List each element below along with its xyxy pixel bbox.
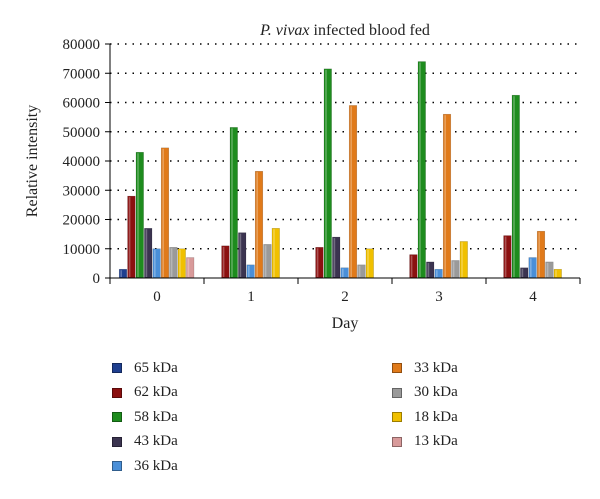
bar-highlight [316,248,319,277]
bar [511,94,520,279]
x-tick-labels: 0 1 2 3 4 [153,289,537,305]
bar-highlight [154,249,156,277]
y-tick-label: 80000 [63,37,101,53]
chart-title-italic: P. vivax [259,22,309,39]
y-tick-label: 40000 [63,154,101,170]
bar-highlight [504,236,507,277]
bar [254,170,264,279]
x-tick-label: 0 [153,289,161,305]
bar [118,268,128,279]
bar-highlight [273,229,275,277]
bar [186,257,195,279]
bar-highlight [248,265,250,277]
bar [417,61,426,279]
bar-highlight [538,232,540,277]
bar [127,195,136,279]
bar-highlight [162,148,164,277]
bar-highlight [222,246,225,277]
y-tick-label: 50000 [63,125,101,141]
bar [315,247,324,279]
axes [105,43,581,284]
y-tick-label: 60000 [63,96,101,112]
bar [528,257,537,279]
bar [340,267,349,279]
bar [451,260,460,279]
bar-highlight [350,106,352,277]
bar [221,245,230,279]
bar [271,228,280,279]
bar [238,232,247,279]
bar-highlight [128,197,131,277]
bar [503,235,512,279]
bar [442,113,452,279]
y-tick-label: 0 [93,271,101,287]
bar-highlight [513,96,515,277]
bar-highlight [555,270,557,277]
bar [553,268,562,279]
x-axis-label: Day [332,315,359,332]
y-axis-label: Relative intensity [24,105,41,217]
chart-title-rest: infected blood fed [310,22,430,39]
grid-lines [110,43,580,250]
bar-highlight [358,265,361,277]
bar-highlight [256,172,258,277]
x-tick-label: 3 [435,289,443,305]
bars [118,61,562,279]
bar-highlight [145,229,148,277]
bar-highlight [137,153,139,277]
bar [434,268,443,279]
bar [246,264,255,279]
bar-highlight [120,270,122,277]
bar [160,147,170,279]
bar-highlight [444,115,446,277]
chart-title: P. vivax infected blood fed [259,22,430,39]
bar [323,68,332,279]
bar-highlight [436,270,438,277]
bar-highlight [231,128,233,277]
bar-highlight [419,62,421,277]
bar-highlight [530,258,532,277]
x-tick-label: 4 [529,289,537,305]
bar [365,248,374,279]
bar-highlight [170,248,173,277]
bar [144,228,153,279]
bar-highlight [264,245,267,277]
bar-highlight [367,249,369,277]
bar-highlight [333,238,336,277]
y-tick-label: 10000 [63,242,101,258]
y-tick-label: 30000 [63,183,101,199]
x-tick-label: 2 [341,289,349,305]
bar [135,151,144,279]
bar-highlight [461,242,463,277]
bar-highlight [410,255,413,277]
bar [332,236,341,279]
bar [348,105,358,279]
bar-highlight [452,261,455,277]
bar [169,247,178,279]
bar [520,267,529,279]
y-tick-label: 70000 [63,66,101,82]
bar [152,248,161,279]
bar [263,244,272,279]
y-tick-label: 20000 [63,213,101,229]
bar [409,254,418,279]
bar [545,261,554,279]
bar [177,248,186,279]
bar-highlight [427,262,430,277]
bar-highlight [187,258,190,277]
bar-highlight [521,268,524,277]
x-tick-label: 1 [247,289,255,305]
bar-highlight [325,69,327,277]
bar [536,230,546,279]
bar-highlight [179,249,181,277]
bar [459,241,468,279]
bar-highlight [239,233,242,277]
bar [229,127,238,279]
bar [357,264,366,279]
bar-highlight [342,268,344,277]
bar-highlight [546,262,549,277]
bar [426,261,435,279]
y-tick-labels: 0 10000 20000 30000 40000 50000 60000 70000 8000… [63,37,101,287]
